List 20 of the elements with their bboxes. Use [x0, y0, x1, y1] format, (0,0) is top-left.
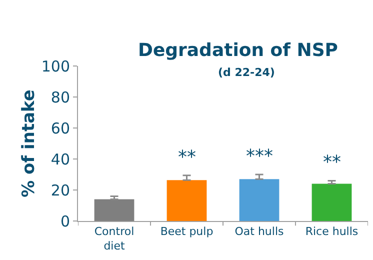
annotation: *** — [246, 146, 273, 167]
chart-subtitle: (d 22-24) — [218, 66, 275, 79]
y-tick-label: 20 — [50, 181, 70, 200]
annotation: ** — [178, 147, 196, 168]
x-tick-label: Control diet — [94, 225, 134, 252]
y-axis-title: % of intake — [18, 90, 39, 198]
y-tick-label: 40 — [50, 150, 70, 168]
y-tick-label: 80 — [50, 88, 70, 106]
y-tick-label: 60 — [50, 119, 70, 138]
bar — [312, 184, 352, 221]
bar — [239, 179, 280, 221]
y-tick-label: 0 — [60, 212, 70, 230]
y-tick-label: 100 — [41, 57, 70, 76]
x-tick-label: Oat hulls — [234, 225, 284, 238]
annotation: ** — [323, 152, 341, 173]
bar — [94, 199, 134, 221]
bar — [166, 180, 207, 221]
x-tick-label: Beet pulp — [160, 225, 214, 238]
chart-title: Degradation of NSP — [138, 40, 338, 61]
x-tick-label: Rice hulls — [305, 225, 358, 238]
